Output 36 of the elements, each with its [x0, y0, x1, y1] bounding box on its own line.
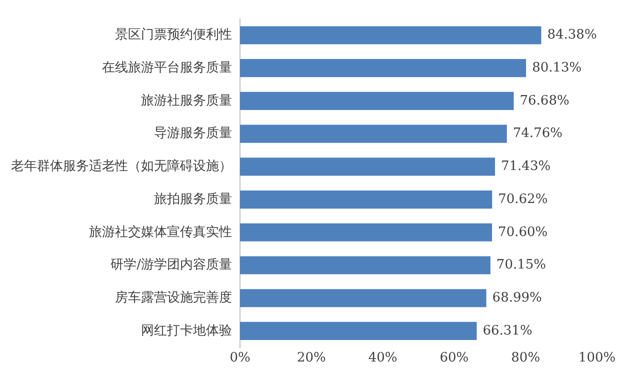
y-tick-label: 在线旅游平台服务质量	[102, 60, 232, 76]
data-label: 70.15%	[496, 258, 546, 273]
bar	[240, 26, 542, 44]
y-tick-label: 研学/游学团内容质量	[110, 256, 232, 273]
bar	[240, 92, 514, 110]
data-label: 68.99%	[492, 290, 542, 306]
data-label: 66.31%	[482, 323, 532, 338]
x-tick-label: 40%	[368, 350, 398, 366]
y-tick-label: 景区门票预约便利性	[115, 26, 232, 43]
bar	[240, 223, 492, 242]
data-label: 70.62%	[498, 192, 548, 207]
y-tick-label: 房车露营设施完善度	[115, 289, 232, 306]
x-tick-label: 20%	[296, 350, 326, 366]
x-tick-label: 60%	[440, 350, 469, 366]
x-tick-label: 80%	[511, 350, 540, 366]
data-label: 71.43%	[501, 159, 551, 174]
bar	[240, 256, 490, 274]
data-label: 76.68%	[520, 93, 570, 108]
data-label: 84.38%	[547, 28, 597, 43]
y-tick-label: 旅游社交媒体宣传真实性	[89, 224, 232, 240]
bar	[240, 190, 492, 209]
bar	[240, 289, 486, 308]
bar	[240, 322, 477, 340]
bar	[240, 59, 526, 78]
y-tick-label: 网红打卡地体验	[141, 323, 232, 338]
data-label: 70.60%	[498, 224, 548, 240]
y-tick-label: 旅游社服务质量	[141, 93, 232, 108]
y-tick-label: 旅拍服务质量	[154, 192, 232, 207]
bar	[240, 124, 507, 143]
x-tick-label: 0%	[230, 350, 250, 366]
data-label: 74.76%	[512, 126, 562, 142]
y-tick-label: 老年群体服务适老性（如无障碍设施）	[11, 159, 232, 174]
data-label: 80.13%	[532, 60, 582, 76]
x-tick-label: 100%	[578, 350, 616, 366]
y-tick-label: 导游服务质量	[154, 126, 232, 142]
bar	[240, 158, 496, 176]
